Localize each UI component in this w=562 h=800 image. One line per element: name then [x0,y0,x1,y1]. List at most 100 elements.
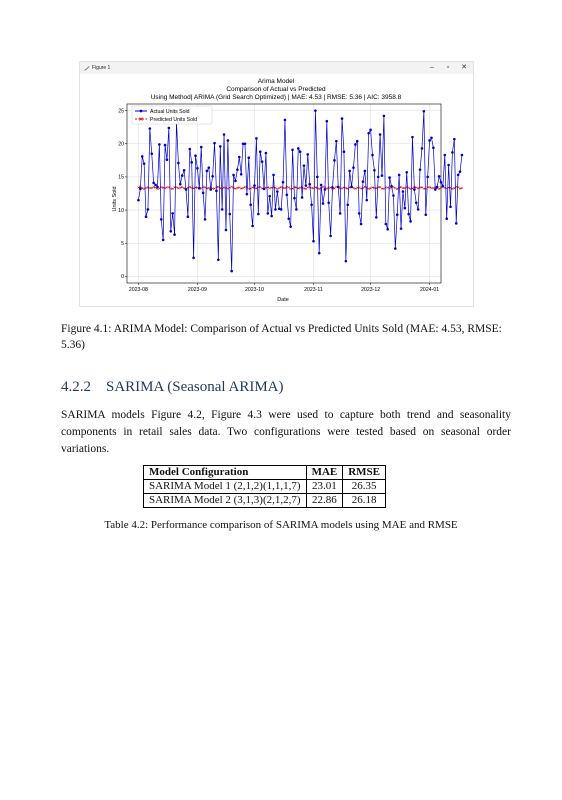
predicted-point [460,186,464,190]
actual-point [205,169,209,173]
actual-point [163,143,167,147]
actual-point [291,148,294,152]
actual-point [217,258,220,262]
actual-point [146,208,150,211]
actual-point [178,182,182,186]
actual-point [367,131,370,135]
actual-point [198,186,201,190]
predicted-point [137,186,140,189]
actual-point [258,150,262,154]
actual-point [321,202,325,205]
actual-point [401,190,405,193]
actual-point [426,175,429,179]
actual-point [161,238,165,242]
actual-point [222,133,226,136]
actual-point [374,216,378,219]
y-tick-label: 10 [118,208,124,214]
table-row: SARIMA Model 2 (3,1,3)(2,1,2,7) 22.86 26… [143,493,387,508]
predicted-point [359,187,363,190]
actual-point [289,225,292,228]
y-tick-label: 20 [118,142,124,148]
plot-frame [126,103,442,284]
close-button[interactable]: ✕ [461,64,467,71]
actual-point [418,168,422,171]
actual-point [150,152,154,156]
actual-point [224,228,228,232]
actual-point [230,269,233,273]
actual-point [355,139,359,143]
actual-point [239,172,243,176]
actual-point [314,109,317,112]
actual-point [443,153,447,157]
predicted-point [439,186,443,189]
predicted-point [277,186,281,190]
actual-point [201,191,205,195]
maximize-button[interactable]: ▫ [446,64,450,71]
table-cell: SARIMA Model 2 (3,1,3)(2,1,2,7) [143,493,307,508]
actual-point [386,228,390,231]
actual-point [327,201,331,205]
predicted-point [192,187,195,190]
actual-point [308,182,311,186]
actual-point [234,179,237,183]
predicted-point [175,185,178,189]
y-axis-label: Units Sold [112,186,118,211]
predicted-point [238,186,241,189]
feather-icon [84,66,90,71]
actual-point [413,188,416,191]
table-row: SARIMA Model 1 (2,1,2)(1,1,1,7) 23.01 26… [143,479,387,494]
predicted-point [241,186,245,190]
actual-point [272,173,275,177]
actual-point [363,169,367,173]
actual-point [441,184,445,188]
predicted-point [399,185,403,189]
chart-title: Arima Model [258,78,295,85]
predicted-point [304,187,308,191]
predicted-point [213,187,216,190]
actual-point [165,158,169,161]
actual-point [268,194,272,198]
actual-point [215,189,218,193]
table-header-cell: MAE [305,465,344,480]
minimize-button[interactable]: – [430,64,434,71]
actual-point [460,153,464,157]
actual-point [354,143,357,146]
predicted-point [428,185,431,189]
actual-point [420,147,424,150]
actual-point [199,145,203,149]
predicted-point [203,186,207,189]
actual-point [433,188,437,191]
actual-point [262,187,266,191]
actual-point [397,173,401,177]
actual-point [430,136,433,140]
actual-point [245,192,249,196]
y-tick-label: 0 [121,274,124,280]
actual-point [329,234,332,238]
actual-point [203,218,207,221]
actual-point [249,203,252,207]
actual-point [237,155,241,159]
actual-point [279,208,283,211]
predicted-point [199,186,203,190]
actual-point [371,153,374,157]
matplotlib-figure-window: Figure 1 – ▫ ✕ Arima Model Comparison of… [79,61,474,307]
actual-point [243,142,247,146]
predicted-point [236,186,239,190]
actual-point [310,203,313,207]
actual-point [137,198,140,202]
table-cell: 26.18 [342,493,387,508]
actual-point [186,215,190,219]
actual-point [335,139,338,143]
predicted-point [306,186,310,189]
actual-point [194,154,197,158]
actual-point [350,185,353,189]
results-table: Model Configuration MAE RMSE SARIMA Mode… [143,465,387,508]
predicted-point [437,187,441,191]
predicted-point [380,187,384,190]
actual-point [152,181,155,185]
actual-point [346,203,350,207]
predicted-point [287,186,291,189]
legend-predicted-marker [139,117,143,121]
actual-point [159,218,163,221]
figure-caption: Figure 4.1: ARIMA Model: Comparison of A… [61,323,502,351]
